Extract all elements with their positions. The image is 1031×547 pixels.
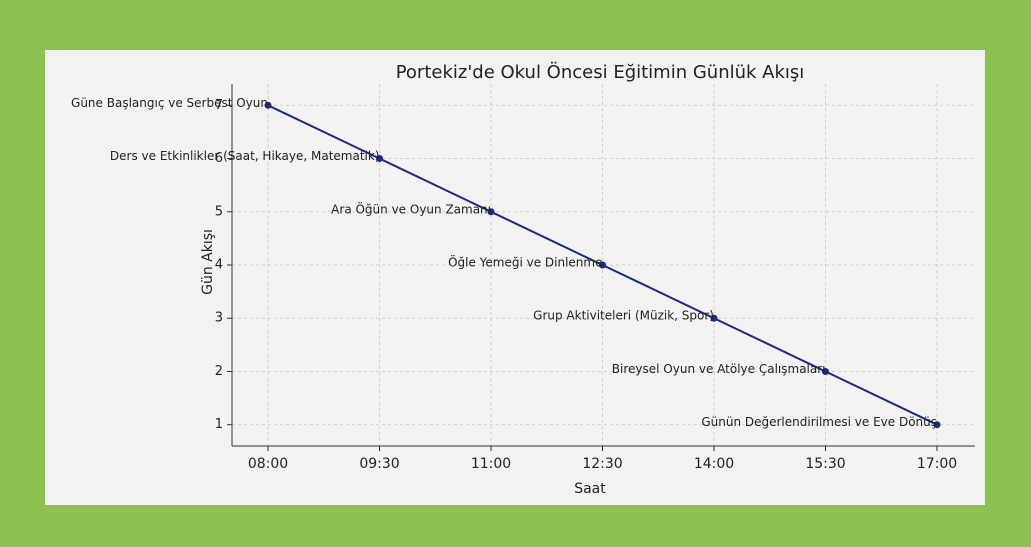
point bbox=[822, 367, 829, 375]
x-tick-label: 12:30 bbox=[582, 456, 622, 472]
point-label: Güne Başlangıç ve Serbest Oyun bbox=[71, 96, 268, 110]
point-label: Ara Öğün ve Oyun Zamanı bbox=[331, 200, 491, 216]
point bbox=[933, 421, 941, 429]
x-tick-label: 17:00 bbox=[917, 456, 957, 472]
y-tick-label: 4 bbox=[215, 258, 223, 273]
point bbox=[710, 314, 718, 322]
x-tick-label: 15:30 bbox=[805, 456, 845, 472]
point bbox=[376, 155, 383, 163]
y-tick-label: 6 bbox=[215, 151, 223, 166]
point-label: Günün Değerlendirilmesi ve Eve Dönüş bbox=[701, 415, 937, 429]
y-tick-label: 2 bbox=[215, 364, 223, 379]
y-tick-label: 3 bbox=[215, 311, 223, 326]
x-tick-label: 08:00 bbox=[248, 456, 288, 472]
point-label: Grup Aktiviteleri (Müzik, Spor) bbox=[533, 309, 714, 323]
point-label: Ders ve Etkinlikler (Saat, Hikaye, Matem… bbox=[110, 149, 380, 163]
point-label: Öğle Yemeği ve Dinlenme bbox=[448, 254, 602, 270]
chart-title: Portekiz'de Okul Öncesi Eğitimin Günlük … bbox=[396, 61, 805, 83]
point-label: Bireysel Oyun ve Atölye Çalışmaları bbox=[612, 362, 826, 376]
x-tick-label: 11:00 bbox=[471, 456, 511, 472]
y-tick-label: 5 bbox=[215, 204, 223, 219]
y-axis-label: Gün Akışı bbox=[200, 229, 216, 295]
y-tick-label: 1 bbox=[215, 417, 223, 432]
x-tick-label: 14:00 bbox=[694, 456, 734, 472]
x-axis-label: Saat bbox=[574, 481, 606, 497]
point bbox=[487, 208, 495, 216]
y-tick-label: 7 bbox=[215, 98, 223, 113]
paper bbox=[45, 50, 985, 505]
point bbox=[264, 101, 272, 109]
x-tick-label: 09:30 bbox=[359, 456, 399, 472]
point bbox=[599, 261, 606, 269]
